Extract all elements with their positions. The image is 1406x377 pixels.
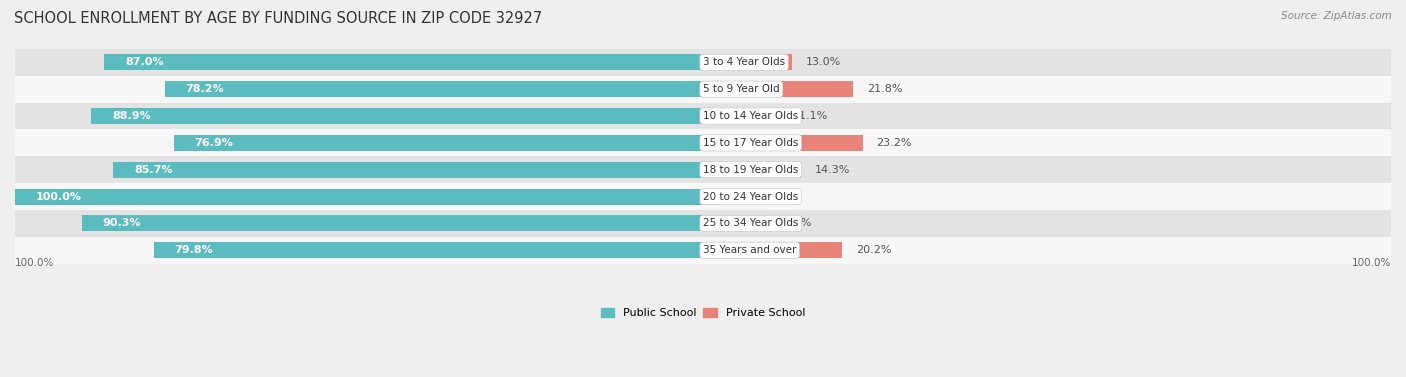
Bar [15, 129, 1391, 156]
Bar [15, 103, 1391, 129]
Bar [15, 188, 703, 205]
Bar [703, 81, 853, 97]
Text: 14.3%: 14.3% [815, 165, 851, 175]
Text: 76.9%: 76.9% [194, 138, 233, 148]
Text: 25 to 34 Year Olds: 25 to 34 Year Olds [703, 218, 799, 228]
Bar [155, 242, 703, 258]
Legend: Public School, Private School: Public School, Private School [600, 308, 806, 318]
Bar [165, 81, 703, 97]
Bar [703, 54, 793, 70]
Bar [91, 108, 703, 124]
Text: 3 to 4 Year Olds: 3 to 4 Year Olds [703, 57, 785, 67]
Text: 10 to 14 Year Olds: 10 to 14 Year Olds [703, 111, 799, 121]
Text: 13.0%: 13.0% [806, 57, 841, 67]
Bar [82, 215, 703, 231]
Text: 79.8%: 79.8% [174, 245, 214, 255]
Text: 100.0%: 100.0% [1351, 258, 1391, 268]
Bar [15, 210, 1391, 237]
Text: 18 to 19 Year Olds: 18 to 19 Year Olds [703, 165, 799, 175]
Text: 78.2%: 78.2% [186, 84, 224, 94]
Text: 20 to 24 Year Olds: 20 to 24 Year Olds [703, 192, 799, 202]
Bar [114, 162, 703, 178]
Text: 20.2%: 20.2% [856, 245, 891, 255]
Bar [703, 162, 801, 178]
Bar [15, 76, 1391, 103]
Text: 88.9%: 88.9% [112, 111, 150, 121]
Text: 23.2%: 23.2% [876, 138, 912, 148]
Bar [703, 135, 863, 151]
Text: 87.0%: 87.0% [125, 57, 163, 67]
Text: 85.7%: 85.7% [134, 165, 173, 175]
Text: 0.0%: 0.0% [737, 192, 766, 202]
Bar [703, 242, 842, 258]
Bar [15, 183, 1391, 210]
Text: 100.0%: 100.0% [35, 192, 82, 202]
Bar [104, 54, 703, 70]
Bar [703, 188, 724, 205]
Text: SCHOOL ENROLLMENT BY AGE BY FUNDING SOURCE IN ZIP CODE 32927: SCHOOL ENROLLMENT BY AGE BY FUNDING SOUR… [14, 11, 543, 26]
Text: 9.7%: 9.7% [783, 218, 813, 228]
Text: 21.8%: 21.8% [866, 84, 903, 94]
Bar [703, 108, 779, 124]
Bar [15, 237, 1391, 264]
Text: 11.1%: 11.1% [793, 111, 828, 121]
Text: 100.0%: 100.0% [15, 258, 55, 268]
Text: 15 to 17 Year Olds: 15 to 17 Year Olds [703, 138, 799, 148]
Text: 90.3%: 90.3% [103, 218, 141, 228]
Bar [15, 156, 1391, 183]
Text: 5 to 9 Year Old: 5 to 9 Year Old [703, 84, 779, 94]
Text: Source: ZipAtlas.com: Source: ZipAtlas.com [1281, 11, 1392, 21]
Bar [15, 49, 1391, 76]
Text: 35 Years and over: 35 Years and over [703, 245, 796, 255]
Bar [703, 215, 769, 231]
Bar [174, 135, 703, 151]
